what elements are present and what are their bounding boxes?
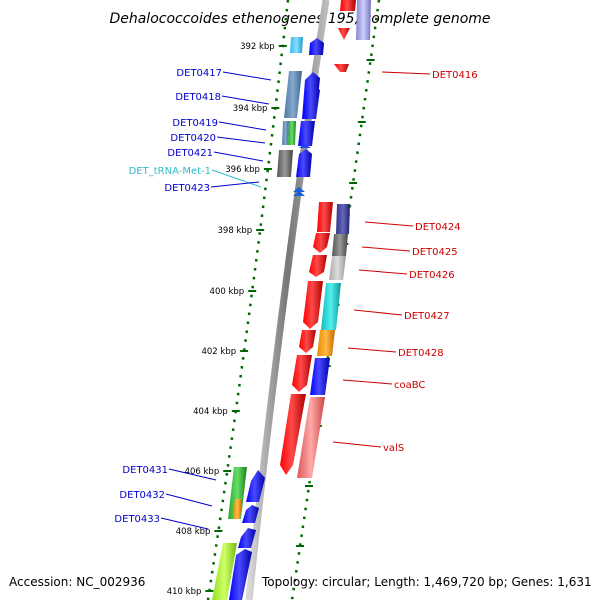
scale-tick-label: 410 kbp xyxy=(167,587,202,597)
gene-det0427-block[interactable] xyxy=(321,283,341,330)
gene-det0416-arrow[interactable] xyxy=(334,64,349,72)
label-leader-line xyxy=(361,246,411,252)
scale-tick-label: 392 kbp xyxy=(240,42,275,52)
label-leader-line xyxy=(358,269,408,275)
gene-label-forward[interactable]: DET_tRNA-Met-1 xyxy=(129,166,211,177)
gene-det0424-arrow[interactable] xyxy=(317,202,333,232)
gene-label-forward[interactable]: DET0421 xyxy=(167,148,213,159)
gene-det0428-block[interactable] xyxy=(317,330,335,356)
gene-label-forward[interactable]: DET0432 xyxy=(119,490,165,501)
gene-det0427-arrow[interactable] xyxy=(303,281,323,329)
gene-det0421-arrow[interactable] xyxy=(296,149,312,177)
gene-det0425-arrow[interactable] xyxy=(313,233,330,253)
label-leader-line xyxy=(211,169,262,188)
gene-det0426-arrow[interactable] xyxy=(309,255,327,277)
gene-label-reverse[interactable]: DET0428 xyxy=(398,348,444,359)
scale-bar: 392 kbp 394 kbp 396 kbp 398 kbp 400 kbp 402 k… xyxy=(167,42,375,597)
label-leader-line xyxy=(221,95,270,105)
scale-tick-label: 394 kbp xyxy=(233,104,268,114)
scale-tick-label: 402 kbp xyxy=(201,347,236,357)
gene-vals-block[interactable] xyxy=(297,397,325,478)
gene-det0419-arrow[interactable] xyxy=(298,121,315,146)
gene-det0431-arrow[interactable] xyxy=(246,470,265,502)
label-leader-line xyxy=(218,121,267,131)
reverse-strand-genes xyxy=(280,0,371,478)
gene-vals-arrow[interactable] xyxy=(280,394,306,475)
label-leader-line xyxy=(332,441,382,448)
scale-tick-label: 404 kbp xyxy=(193,407,228,417)
gene-label-forward[interactable]: DET0431 xyxy=(122,465,168,476)
gene-labels: DET0417 DET0418 DET0419 DET0420 DET0421 DET_t… xyxy=(114,68,478,530)
gene-label-forward[interactable]: DET0418 xyxy=(175,92,221,103)
gene-det0425-block[interactable] xyxy=(332,234,348,256)
gene-label-reverse[interactable]: valS xyxy=(383,443,404,454)
gene-bottom-arrow[interactable] xyxy=(229,549,252,600)
label-leader-line xyxy=(213,151,264,162)
accession-text: Accession: NC_002936 xyxy=(9,575,145,589)
gene-det0432-block[interactable] xyxy=(233,499,242,519)
topology-text: Topology: circular; Length: 1,469,720 bp… xyxy=(261,575,592,589)
gene-det0426-block[interactable] xyxy=(329,256,346,280)
gene-coabc-arrow[interactable] xyxy=(292,355,312,392)
gene-det0432-arrow[interactable] xyxy=(242,505,259,523)
gene-det0419-block[interactable] xyxy=(282,121,289,145)
gene-label-reverse[interactable]: DET0426 xyxy=(409,270,455,281)
label-leader-line xyxy=(347,347,397,353)
label-leader-line xyxy=(381,71,431,75)
label-leader-line xyxy=(216,136,266,144)
gene-label-forward[interactable]: DET0419 xyxy=(172,118,218,129)
gene-det0424-block[interactable] xyxy=(336,204,350,234)
gene-det0417-block[interactable] xyxy=(284,71,302,118)
gene-label-reverse[interactable]: DET0427 xyxy=(404,311,450,322)
gene-label-reverse[interactable]: coaBC xyxy=(394,380,425,391)
gene-det0420-block[interactable] xyxy=(288,121,296,145)
gene-label-forward[interactable]: DET0423 xyxy=(164,183,210,194)
gene-coabc-block[interactable] xyxy=(310,358,330,395)
label-leader-line xyxy=(210,181,260,188)
gene-label-reverse[interactable]: DET0424 xyxy=(415,222,461,233)
gene-label-forward[interactable]: DET0433 xyxy=(114,514,160,525)
gene-arrow-forward[interactable] xyxy=(309,38,324,55)
gene-feature-sky[interactable] xyxy=(290,37,303,53)
gene-label-forward[interactable]: DET0417 xyxy=(176,68,222,79)
scale-tick-label: 396 kbp xyxy=(225,165,260,175)
gene-top-red-small[interactable] xyxy=(338,28,350,40)
scale-tick-label: 408 kbp xyxy=(176,527,211,537)
scale-tick-label: 398 kbp xyxy=(218,226,253,236)
forward-strand-genes xyxy=(212,37,324,600)
label-leader-line xyxy=(364,221,414,227)
gene-det0431-block[interactable] xyxy=(228,467,247,519)
gene-det0418-arrow[interactable] xyxy=(303,86,320,119)
gene-label-forward[interactable]: DET0420 xyxy=(170,133,216,144)
label-leader-line xyxy=(222,71,272,81)
gene-det0421-block[interactable] xyxy=(277,150,293,177)
label-leader-line xyxy=(353,309,403,316)
label-leader-line xyxy=(165,493,213,507)
gene-top-lavender-partial[interactable] xyxy=(356,0,371,40)
scale-tick-label: 400 kbp xyxy=(210,287,245,297)
label-leader-line xyxy=(342,379,393,385)
gene-top-red-partial[interactable] xyxy=(340,0,356,11)
genome-title: Dehalococcoides ethenogenes 195, complet… xyxy=(109,11,490,27)
gene-det0428-arrow[interactable] xyxy=(299,330,316,353)
gene-det0421-tip[interactable] xyxy=(299,144,311,148)
label-leader-line xyxy=(160,517,209,530)
gene-label-reverse[interactable]: DET0425 xyxy=(412,247,458,258)
gene-lime-block[interactable] xyxy=(212,543,237,600)
gene-label-reverse[interactable]: DET0416 xyxy=(432,70,478,81)
gene-det0433-arrow[interactable] xyxy=(238,528,256,548)
trna-met-1-marker[interactable] xyxy=(293,187,305,192)
label-leader-line xyxy=(168,468,217,481)
scale-tick-label: 406 kbp xyxy=(185,467,220,477)
gene-det0423-marker[interactable] xyxy=(293,191,305,196)
